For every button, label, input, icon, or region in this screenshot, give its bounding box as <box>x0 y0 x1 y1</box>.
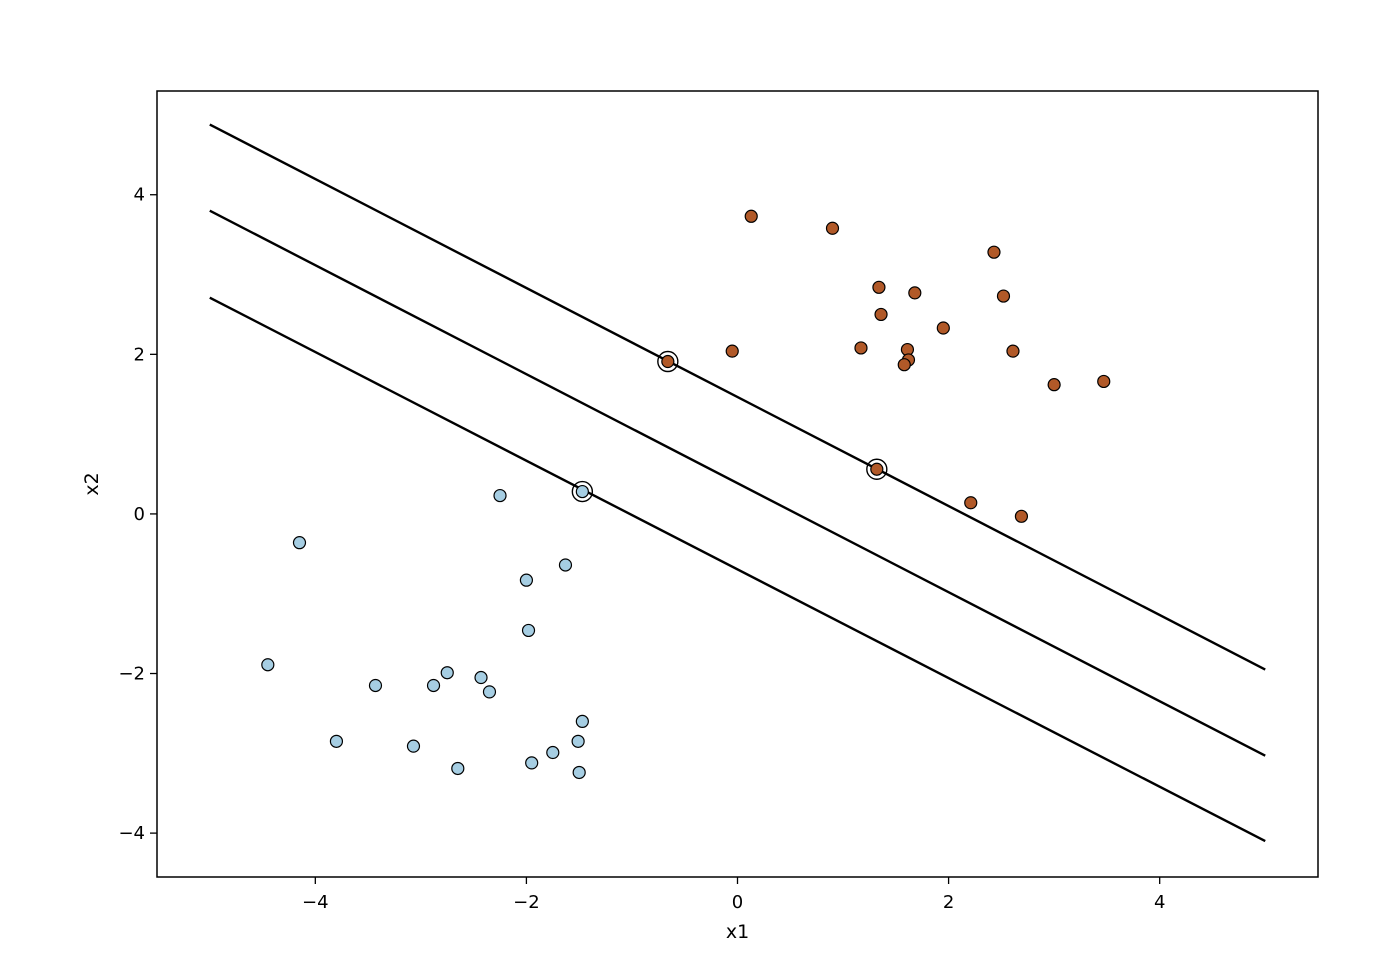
class-0-point <box>558 558 573 572</box>
support-vector-marker <box>571 480 594 503</box>
class-0-point <box>368 678 383 693</box>
class-0-point <box>292 536 307 550</box>
class-0-point <box>493 488 507 503</box>
class-1-point <box>897 358 911 372</box>
class-1-point <box>661 354 675 369</box>
class-0-point <box>571 734 585 748</box>
support-vector-marker <box>866 458 888 480</box>
class-1-point <box>825 221 840 235</box>
class-0-point <box>329 734 344 748</box>
y-tick-label: −2 <box>118 664 145 685</box>
x-axis-label: x1 <box>726 921 749 943</box>
class-0-point <box>440 666 454 680</box>
x-tick-label: 4 <box>1154 892 1165 913</box>
class-1-point <box>1014 509 1029 523</box>
class-1-point <box>996 289 1011 303</box>
class-0-point <box>426 678 441 693</box>
y-axis: −4 −2 0 2 4 <box>118 185 157 844</box>
class-0-point <box>261 658 275 672</box>
class-1-point <box>1097 374 1111 389</box>
class-0-point <box>451 761 465 776</box>
class-1-point <box>987 245 1001 259</box>
x-tick-label: 2 <box>943 892 954 913</box>
y-tick-label: 2 <box>134 344 145 365</box>
support-vector-marker <box>657 350 679 373</box>
class-1-point <box>908 286 922 300</box>
class-1-point <box>1006 344 1020 358</box>
y-tick-label: 4 <box>134 185 145 206</box>
class-1-point <box>870 462 884 476</box>
class-0-point <box>525 756 539 770</box>
x-axis: −4 −2 0 2 4 <box>302 877 1165 913</box>
class-1-point <box>725 344 739 358</box>
class-1-point <box>964 496 978 510</box>
class-0-point <box>575 484 589 499</box>
x-tick-label: −2 <box>513 892 540 913</box>
margin-upper-line <box>209 123 1266 671</box>
margin-lower-line <box>209 296 1266 843</box>
y-tick-label: −4 <box>118 823 145 844</box>
class-1-point <box>854 341 868 355</box>
class-1-point <box>744 209 758 223</box>
y-tick-label: 0 <box>134 504 145 525</box>
class-0-point <box>519 573 534 587</box>
class-0-point <box>406 739 421 753</box>
decision-boundary-line <box>209 209 1266 757</box>
x-tick-label: 0 <box>732 892 743 913</box>
class-0-point <box>572 765 586 780</box>
class-0-point <box>521 623 536 638</box>
plot-area <box>209 123 1266 843</box>
x-tick-label: −4 <box>302 892 329 913</box>
class-0-point <box>546 745 560 760</box>
class-1-point <box>874 307 888 322</box>
y-axis-label: x2 <box>81 472 103 495</box>
class-0-point <box>482 685 497 699</box>
class-1-point <box>872 280 886 294</box>
class-0-point <box>474 670 488 685</box>
class-1-point <box>1047 378 1061 392</box>
class-0-point <box>575 714 589 728</box>
class-1-point <box>936 321 950 335</box>
